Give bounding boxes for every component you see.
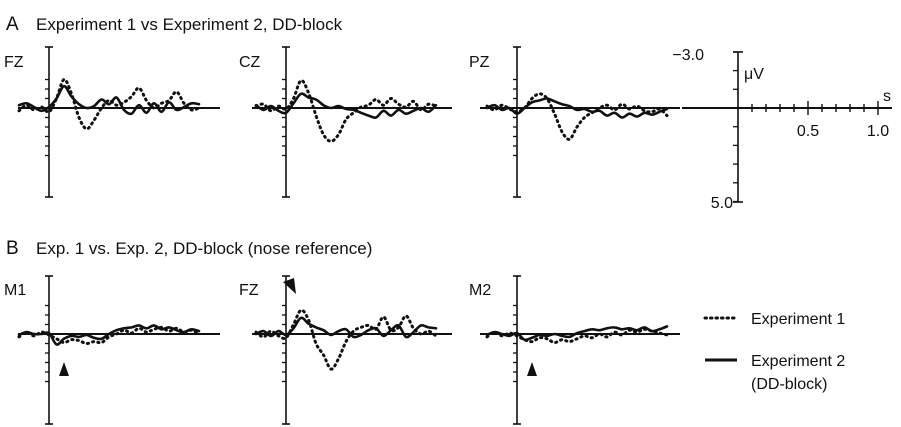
- series-line-experiment-2: [254, 92, 438, 119]
- arrowhead-b-fz: [283, 278, 296, 294]
- scale-y-unit-label: μV: [744, 66, 764, 83]
- panel-a-cz-label: CZ: [239, 54, 261, 71]
- plot-b-m2: [480, 275, 680, 425]
- panel-b-m2-label: M2: [469, 282, 491, 299]
- panel-b-m1-label: M1: [4, 282, 26, 299]
- scale-x-tick-label-1.0: 1.0: [867, 123, 889, 140]
- arrowhead-b-m1: [59, 362, 69, 376]
- panel-b-letter: B: [6, 238, 19, 259]
- legend-exp1-label: Experiment 1: [751, 311, 845, 328]
- series-line-experiment-1: [254, 308, 438, 371]
- scale-y-bottom-label: 5.0: [711, 195, 733, 212]
- plot-a-pz: [480, 46, 680, 198]
- plot-a-fz: [17, 46, 220, 198]
- panel-a-pz-label: PZ: [469, 54, 490, 71]
- series-line-experiment-2: [485, 325, 669, 342]
- legend-exp2-label-line1: Experiment 2: [751, 353, 845, 370]
- legend: Experiment 1 Experiment 2 (DD-block): [703, 311, 845, 393]
- arrowhead-b-m2: [527, 362, 537, 376]
- plot-b-fz: [252, 275, 452, 425]
- plot-a-cz: [252, 46, 452, 198]
- annotations: [59, 278, 537, 376]
- series-line-experiment-1: [485, 92, 669, 141]
- scale-x-tick-label-0.5: 0.5: [797, 123, 819, 140]
- scale-axes: [682, 51, 892, 203]
- legend-exp2-label-line2: (DD-block): [751, 376, 827, 393]
- panel-b-fz-label: FZ: [239, 282, 259, 299]
- series-line-experiment-1: [485, 327, 669, 345]
- scale-y-top-label: −3.0: [672, 47, 704, 64]
- series-line-experiment-2: [17, 84, 201, 116]
- panel-a-letter: A: [6, 14, 19, 35]
- series-line-experiment-1: [17, 78, 201, 131]
- series-line-experiment-2: [485, 97, 669, 119]
- panel-a-fz-label: FZ: [4, 54, 24, 71]
- series-line-experiment-1: [254, 78, 438, 143]
- plot-b-m1: [17, 275, 220, 425]
- panel-b-title: Exp. 1 vs. Exp. 2, DD-block (nose refere…: [36, 239, 372, 258]
- series-line-experiment-2: [17, 324, 201, 346]
- panel-a-title: Experiment 1 vs Experiment 2, DD-block: [36, 15, 343, 34]
- scale-x-unit-label: s: [883, 88, 891, 105]
- series-line-experiment-2: [254, 316, 438, 339]
